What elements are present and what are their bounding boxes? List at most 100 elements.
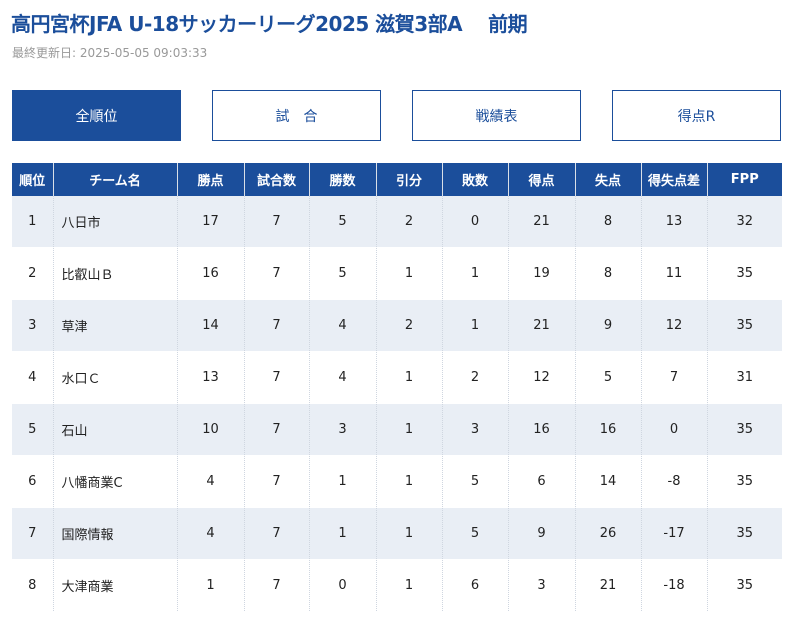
draws-cell: 2 [375, 299, 442, 352]
goal-difference-cell: -18 [640, 559, 707, 612]
team-cell: 八幡商業C [52, 455, 177, 508]
table-row: 8 大津商業 1 7 0 1 6 3 21 -18 35 [12, 559, 782, 612]
rank-cell: 4 [12, 351, 53, 404]
wins-cell: 4 [308, 351, 376, 404]
draws-cell: 2 [375, 196, 442, 248]
losses-cell: 1 [441, 299, 508, 352]
draws-cell: 1 [375, 455, 442, 508]
goal-difference-cell: 12 [640, 299, 707, 352]
goals-against-cell: 5 [574, 351, 641, 404]
goals-against-cell: 9 [574, 299, 641, 352]
fpp-cell: 31 [706, 351, 782, 404]
team-cell: 石山 [52, 403, 177, 456]
table-row: 7 国際情報 4 7 1 1 5 9 26 -17 35 [12, 507, 782, 560]
goal-difference-cell: 0 [640, 403, 707, 456]
losses-cell: 6 [441, 559, 508, 612]
team-cell: 草津 [52, 299, 177, 352]
rank-cell: 3 [12, 299, 53, 352]
points-cell: 4 [176, 507, 244, 560]
last-updated: 最終更新日: 2025-05-05 09:03:33 [12, 46, 208, 60]
fpp-cell: 35 [706, 247, 782, 300]
standings-body: 1 八日市 17 7 5 2 0 21 8 13 32 2 比叡山Ｂ 16 7 5 1 1 19 8 11 35 3 草津 14… [12, 196, 782, 612]
points-cell: 10 [176, 403, 244, 456]
table-row: 2 比叡山Ｂ 16 7 5 1 1 19 8 11 35 [12, 247, 782, 300]
standings-table: 順位 チーム名 勝点 試合数 勝数 引分 敗数 得点 失点 得失点差 FPP 1… [12, 163, 782, 612]
points-cell: 1 [176, 559, 244, 612]
losses-cell: 0 [441, 196, 508, 248]
goal-difference-cell: 11 [640, 247, 707, 300]
team-cell: 水口Ｃ [52, 351, 177, 404]
goals-for-cell: 12 [507, 351, 575, 404]
team-cell: 大津商業 [52, 559, 177, 612]
wins-cell: 4 [308, 299, 376, 352]
header-fpp: FPP [706, 163, 782, 196]
tab-matches[interactable]: 試 合 [212, 90, 381, 141]
fpp-cell: 35 [706, 559, 782, 612]
goals-against-cell: 26 [574, 507, 641, 560]
rank-cell: 1 [12, 196, 53, 248]
wins-cell: 1 [308, 507, 376, 560]
played-cell: 7 [243, 196, 309, 248]
goals-for-cell: 19 [507, 247, 575, 300]
points-cell: 4 [176, 455, 244, 508]
goal-difference-cell: 13 [640, 196, 707, 248]
table-row: 6 八幡商業C 4 7 1 1 5 6 14 -8 35 [12, 455, 782, 508]
header-draws: 引分 [375, 163, 442, 196]
team-cell: 比叡山Ｂ [52, 247, 177, 300]
goals-against-cell: 16 [574, 403, 641, 456]
team-cell: 国際情報 [52, 507, 177, 560]
wins-cell: 1 [308, 455, 376, 508]
fpp-cell: 35 [706, 455, 782, 508]
header-team: チーム名 [52, 163, 177, 196]
tab-results-grid[interactable]: 戦績表 [412, 90, 581, 141]
wins-cell: 5 [308, 196, 376, 248]
points-cell: 14 [176, 299, 244, 352]
header-losses: 敗数 [441, 163, 508, 196]
losses-cell: 5 [441, 507, 508, 560]
table-row: 1 八日市 17 7 5 2 0 21 8 13 32 [12, 196, 782, 248]
points-cell: 16 [176, 247, 244, 300]
goal-difference-cell: -17 [640, 507, 707, 560]
losses-cell: 3 [441, 403, 508, 456]
header-goals-for: 得点 [507, 163, 575, 196]
goal-difference-cell: 7 [640, 351, 707, 404]
wins-cell: 3 [308, 403, 376, 456]
fpp-cell: 35 [706, 299, 782, 352]
played-cell: 7 [243, 403, 309, 456]
fpp-cell: 35 [706, 507, 782, 560]
fpp-cell: 35 [706, 403, 782, 456]
goal-difference-cell: -8 [640, 455, 707, 508]
rank-cell: 7 [12, 507, 53, 560]
losses-cell: 1 [441, 247, 508, 300]
goals-against-cell: 21 [574, 559, 641, 612]
header-points: 勝点 [176, 163, 244, 196]
goals-against-cell: 8 [574, 196, 641, 248]
fpp-cell: 32 [706, 196, 782, 248]
draws-cell: 1 [375, 351, 442, 404]
wins-cell: 5 [308, 247, 376, 300]
played-cell: 7 [243, 507, 309, 560]
header-played: 試合数 [243, 163, 309, 196]
table-row: 4 水口Ｃ 13 7 4 1 2 12 5 7 31 [12, 351, 782, 404]
table-row: 5 石山 10 7 3 1 3 16 16 0 35 [12, 403, 782, 456]
tab-all-standings[interactable]: 全順位 [12, 90, 181, 141]
draws-cell: 1 [375, 559, 442, 612]
points-cell: 13 [176, 351, 244, 404]
header-rank: 順位 [12, 163, 53, 196]
points-cell: 17 [176, 196, 244, 248]
played-cell: 7 [243, 455, 309, 508]
goals-for-cell: 21 [507, 196, 575, 248]
goals-for-cell: 16 [507, 403, 575, 456]
rank-cell: 5 [12, 403, 53, 456]
header-wins: 勝数 [308, 163, 376, 196]
tab-scorer-ranking[interactable]: 得点R [612, 90, 781, 141]
goals-against-cell: 8 [574, 247, 641, 300]
played-cell: 7 [243, 559, 309, 612]
draws-cell: 1 [375, 247, 442, 300]
goals-for-cell: 21 [507, 299, 575, 352]
table-header-row: 順位 チーム名 勝点 試合数 勝数 引分 敗数 得点 失点 得失点差 FPP [12, 163, 782, 196]
losses-cell: 5 [441, 455, 508, 508]
rank-cell: 8 [12, 559, 53, 612]
goals-for-cell: 6 [507, 455, 575, 508]
header-goals-against: 失点 [574, 163, 641, 196]
